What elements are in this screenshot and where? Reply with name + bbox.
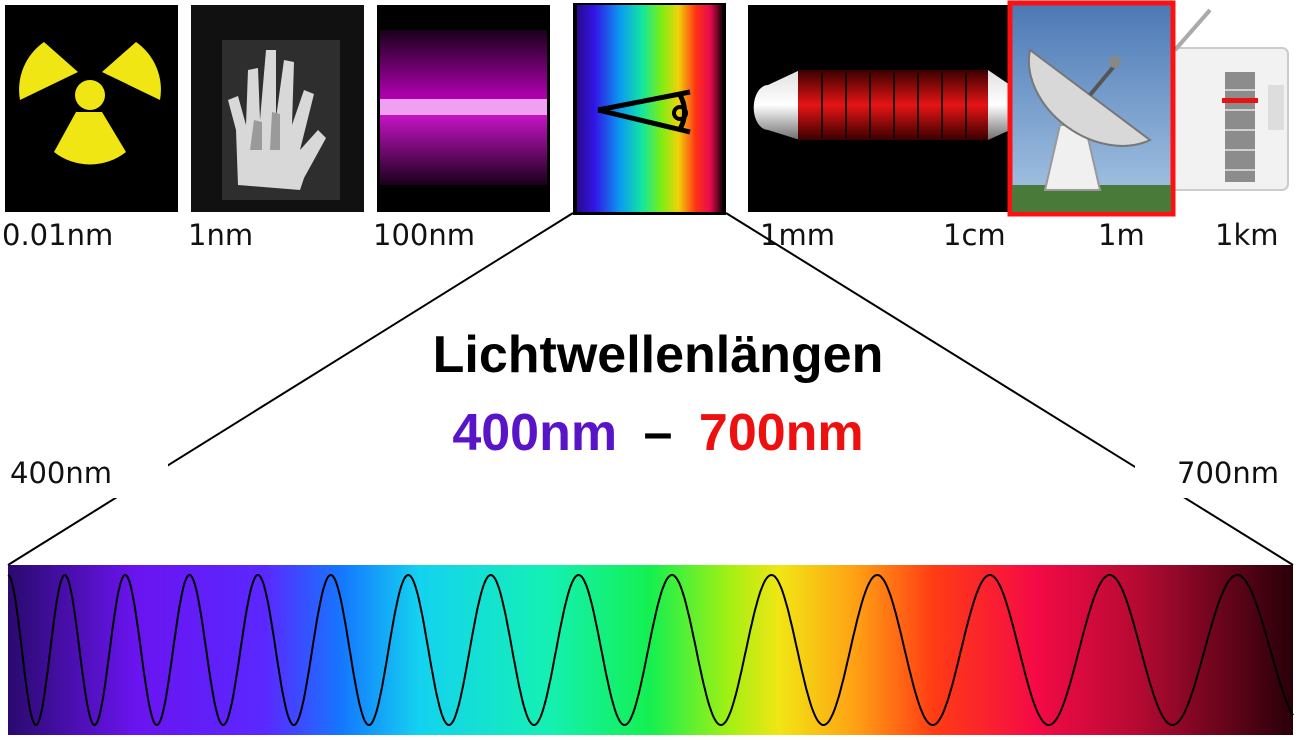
visible-spectrum-bar — [7, 565, 1294, 735]
spectrum-label-400nm: 400nm — [10, 456, 112, 490]
spectrum-label-700nm: 700nm — [1177, 456, 1279, 490]
gamma-ray-panel — [5, 5, 178, 212]
visible-light-panel — [573, 3, 726, 215]
diagram-title: Lichtwellenlängen — [433, 326, 884, 384]
scale-label-100nm: 100nm — [373, 218, 475, 252]
microwave-panel — [748, 5, 1025, 212]
xray-panel — [191, 5, 364, 212]
ultraviolet-panel — [377, 5, 550, 212]
range-end: 700nm — [699, 404, 864, 462]
visible-range: 400nm – 700nm — [452, 404, 863, 462]
radiation-icon — [19, 42, 161, 165]
scale-label-1m: 1m — [1098, 218, 1145, 252]
xray-hand-icon — [222, 40, 340, 200]
radio-icon — [1167, 8, 1289, 191]
zoom-lines — [7, 212, 1294, 566]
eye-icon — [597, 89, 691, 135]
radio-telescope-icon — [1012, 48, 1171, 212]
scale-label-1km: 1km — [1215, 218, 1279, 252]
radio-wave-panel — [1167, 8, 1289, 191]
range-start: 400nm — [452, 404, 617, 462]
light-wave — [7, 573, 1294, 727]
radio-telescope-panel — [1007, 0, 1176, 217]
wavelength-scale: 0.01nm 1nm 100nm 1mm 1cm 1m 1km — [2, 218, 1279, 252]
ultraviolet-tube-icon — [380, 30, 547, 185]
scale-label-1cm: 1cm — [943, 218, 1006, 252]
scale-label-1nm: 1nm — [188, 218, 253, 252]
range-dash: – — [644, 404, 673, 462]
microwave-oven-icon — [753, 70, 1025, 140]
scale-label-0.01nm: 0.01nm — [2, 218, 113, 252]
scale-label-1mm: 1mm — [760, 218, 835, 252]
